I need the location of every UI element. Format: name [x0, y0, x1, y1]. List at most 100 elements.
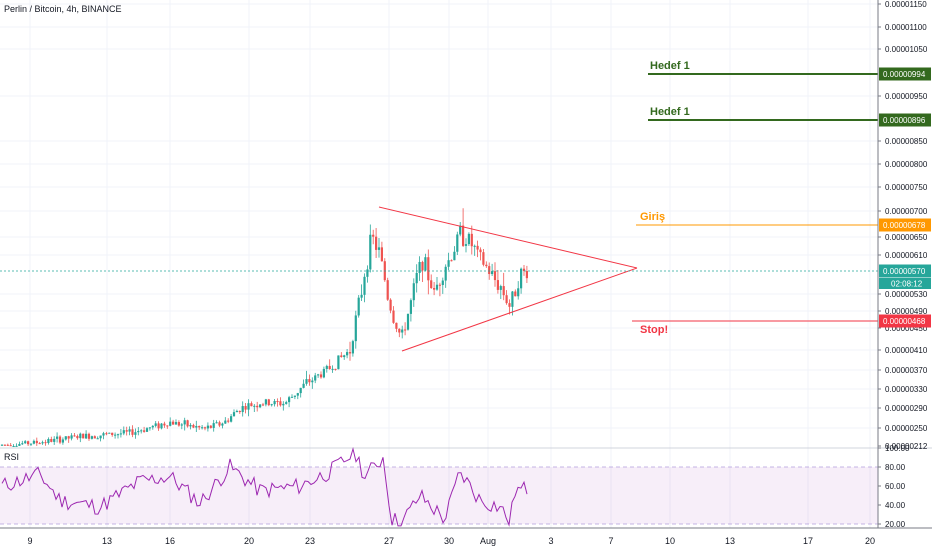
candle-body [473, 245, 476, 247]
candle-body [444, 266, 447, 281]
candle-body [47, 438, 50, 444]
candle-body [520, 268, 523, 289]
candle-body [224, 420, 227, 424]
candle-body [58, 436, 62, 443]
candle-body [340, 355, 343, 358]
candle-body [351, 341, 354, 354]
candle-body [438, 284, 441, 286]
candle-body [238, 410, 241, 413]
candle-body [131, 429, 134, 435]
time-tick-label: 7 [608, 536, 613, 546]
candle-body [485, 264, 488, 267]
candle-body [9, 445, 12, 447]
price-tick-label: 0.00001150 [885, 0, 927, 9]
candle-body [247, 403, 250, 410]
candle-body [166, 425, 169, 427]
target1-tag [879, 67, 931, 81]
candle-body [476, 245, 479, 250]
candle-body [177, 422, 180, 426]
candle-body [401, 329, 404, 333]
candle-body [99, 435, 102, 439]
candle-body [334, 368, 337, 370]
candle-body [6, 444, 9, 446]
candle-body [140, 430, 143, 432]
candle-body [3, 444, 6, 446]
price-tick-label: 0.00000290 [885, 404, 928, 413]
candle-body [212, 423, 215, 428]
candle-body [201, 427, 204, 429]
candle-body [148, 427, 151, 429]
candle-body [462, 225, 465, 246]
candle-body [102, 433, 105, 436]
candle-body [169, 421, 172, 426]
candle-body [421, 261, 424, 271]
candle-body [343, 355, 346, 358]
price-tick-label: 0.00001050 [885, 45, 928, 54]
time-tick-label: 13 [102, 536, 112, 546]
time-tick-label: Aug [480, 536, 496, 546]
candle-body [470, 233, 473, 247]
candle-body [235, 410, 238, 413]
candle-body [441, 280, 444, 286]
time-tick-label: 27 [384, 536, 394, 546]
candle-body [525, 271, 528, 279]
countdown-tag [879, 278, 931, 289]
candle-body [85, 433, 88, 439]
candle-body [38, 443, 41, 445]
triangle-lower-line [401, 267, 638, 352]
candle-body [369, 234, 372, 270]
candle-body [517, 288, 520, 297]
candle-body [198, 426, 201, 428]
time-tick-label: 23 [305, 536, 315, 546]
candle-body [450, 260, 453, 262]
candle-body [505, 295, 508, 304]
candle-body [285, 402, 288, 404]
candle-body [496, 280, 499, 290]
entry-tag-value: 0.00000678 [883, 221, 926, 230]
candle-body [119, 433, 122, 435]
target1-tag-value: 0.00000994 [883, 70, 926, 79]
candle-body [346, 352, 349, 356]
price-tick-label: 0.00000610 [885, 251, 928, 260]
rsi-band [0, 467, 878, 524]
price-tick-label: 0.00000750 [885, 183, 928, 192]
candle-body [464, 244, 468, 246]
stop-tag-value: 0.00000468 [883, 317, 926, 326]
price-tick-label: 0.00000490 [885, 307, 928, 316]
candle-body [111, 432, 114, 436]
current-price-tag [879, 264, 931, 278]
candle-body [145, 428, 149, 432]
candle-body [174, 422, 178, 425]
candle-body [319, 374, 323, 378]
candle-body [73, 435, 76, 437]
candle-body [395, 322, 398, 329]
price-tick-label: 0.00000212 [885, 442, 928, 451]
candle-body [276, 401, 279, 403]
candle-body [499, 286, 502, 290]
candle-body [157, 423, 160, 429]
candle-body [27, 441, 30, 445]
price-tick-label: 0.00000370 [885, 366, 928, 375]
candle-body [253, 405, 256, 407]
candle-body [511, 291, 514, 307]
entry-tag [879, 218, 931, 232]
candle-body [404, 329, 407, 331]
candle-body [18, 443, 21, 446]
candle-body [282, 403, 285, 406]
candle-body [90, 436, 93, 439]
drawings: Hedef 1 Hedef 1 Giriş Stop! [0, 60, 878, 352]
candle-body [70, 435, 73, 439]
candle-body [380, 247, 383, 262]
candles [0, 208, 528, 447]
candle-body [221, 423, 224, 426]
candle-body [206, 425, 209, 429]
candle-body [427, 257, 430, 281]
candle-body [453, 251, 456, 261]
target1-label: Hedef 1 [650, 60, 690, 72]
time-tick-label: 16 [165, 536, 175, 546]
rsi-tick-label: 80.00 [885, 463, 906, 472]
time-tick-label: 9 [27, 536, 32, 546]
candle-body [76, 436, 79, 439]
candle-body [337, 355, 340, 370]
